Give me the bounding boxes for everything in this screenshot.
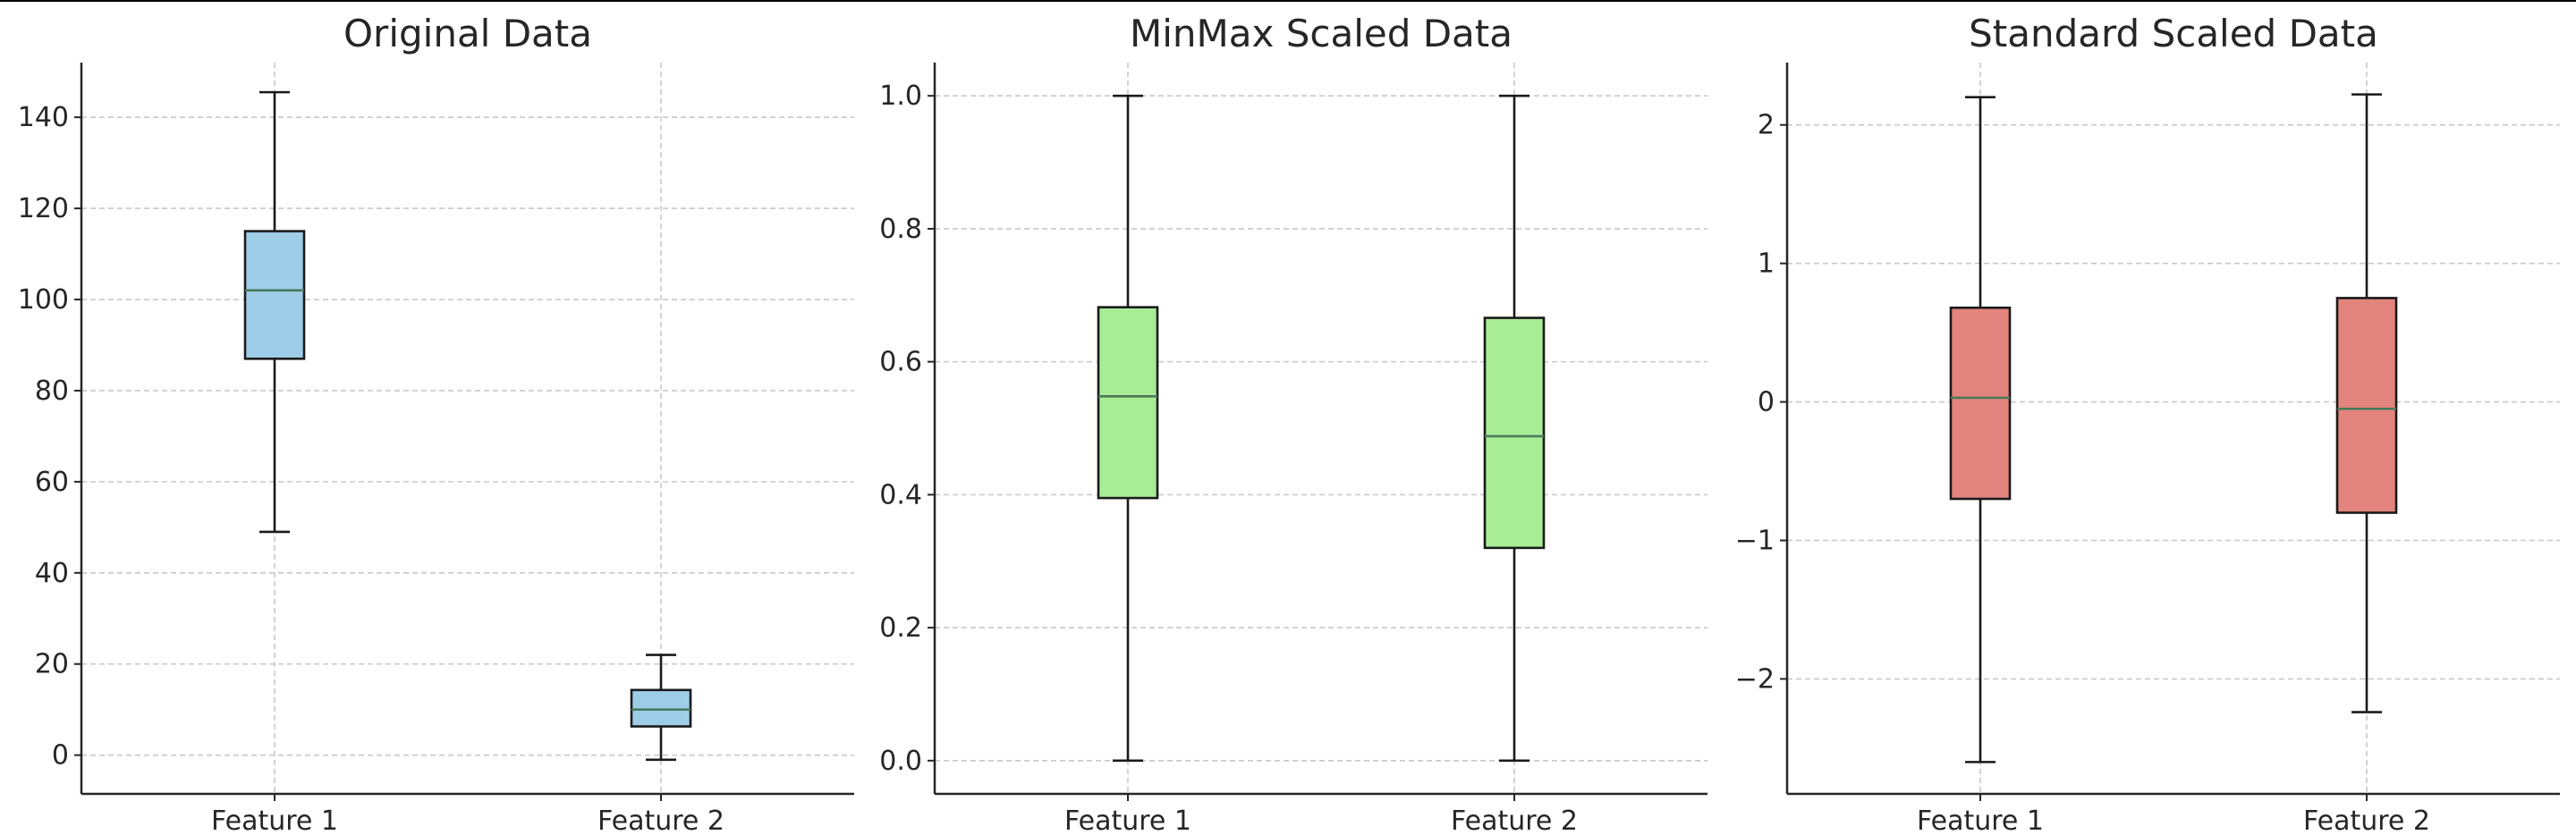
y-tick-label: 60 xyxy=(35,467,69,498)
y-tick-label: −2 xyxy=(1735,663,1775,695)
y-tick-label: 0.2 xyxy=(879,612,922,644)
y-tick-label: 1.0 xyxy=(879,80,922,112)
y-tick-label: 2 xyxy=(1758,110,1775,141)
box-plot-feature-2 xyxy=(2335,93,2398,713)
y-tick-label: 0.0 xyxy=(879,746,922,777)
x-tick-label: Feature 1 xyxy=(1064,805,1191,835)
y-tick-label: 100 xyxy=(18,284,69,316)
y-tick-label: 20 xyxy=(35,649,69,680)
iqr-box xyxy=(1949,306,2012,501)
panel-title: MinMax Scaled Data xyxy=(1130,12,1513,55)
x-tick-label: Feature 1 xyxy=(1917,805,2044,835)
iqr-box xyxy=(630,688,692,728)
iqr-box xyxy=(243,230,306,360)
y-tick-label: 0.4 xyxy=(879,479,922,510)
panel-1: Original Data 0 20 40 60 80 100 120 140 Feature 1… xyxy=(18,12,854,835)
panel-title: Original Data xyxy=(343,12,592,55)
y-tick-label: 0.8 xyxy=(879,214,922,245)
y-tick-label: 0.6 xyxy=(879,347,922,378)
x-tick-label: Feature 2 xyxy=(1451,805,1578,835)
y-tick-label: 0 xyxy=(52,740,69,772)
panel-3: Standard Scaled Data −2 −1 0 1 2 Feature 1 Feat… xyxy=(1735,12,2560,835)
y-tick-label: 40 xyxy=(35,558,69,589)
panel-title: Standard Scaled Data xyxy=(1969,12,2378,55)
x-tick-label: Feature 2 xyxy=(2303,805,2430,835)
x-tick-label: Feature 1 xyxy=(211,805,338,835)
y-tick-label: 1 xyxy=(1758,249,1775,280)
box-plot-feature-2 xyxy=(630,654,692,762)
y-tick-label: 0 xyxy=(1758,387,1775,418)
y-tick-label: 140 xyxy=(18,102,69,133)
y-tick-label: 120 xyxy=(18,193,69,224)
iqr-box xyxy=(2335,297,2398,514)
box-plot-feature-2 xyxy=(1483,94,1546,763)
box-plot-feature-1 xyxy=(1097,94,1159,763)
y-tick-label: 80 xyxy=(35,375,69,407)
iqr-box xyxy=(1483,316,1546,550)
panel-2: MinMax Scaled Data 0.0 0.2 0.4 0.6 0.8 1.0 Feat… xyxy=(879,12,1707,835)
x-tick-label: Feature 2 xyxy=(597,805,724,835)
iqr-box xyxy=(1097,306,1159,500)
box-plot-feature-1 xyxy=(1949,96,2012,763)
y-tick-label: −1 xyxy=(1735,525,1775,556)
box-plot-feature-1 xyxy=(243,90,306,534)
